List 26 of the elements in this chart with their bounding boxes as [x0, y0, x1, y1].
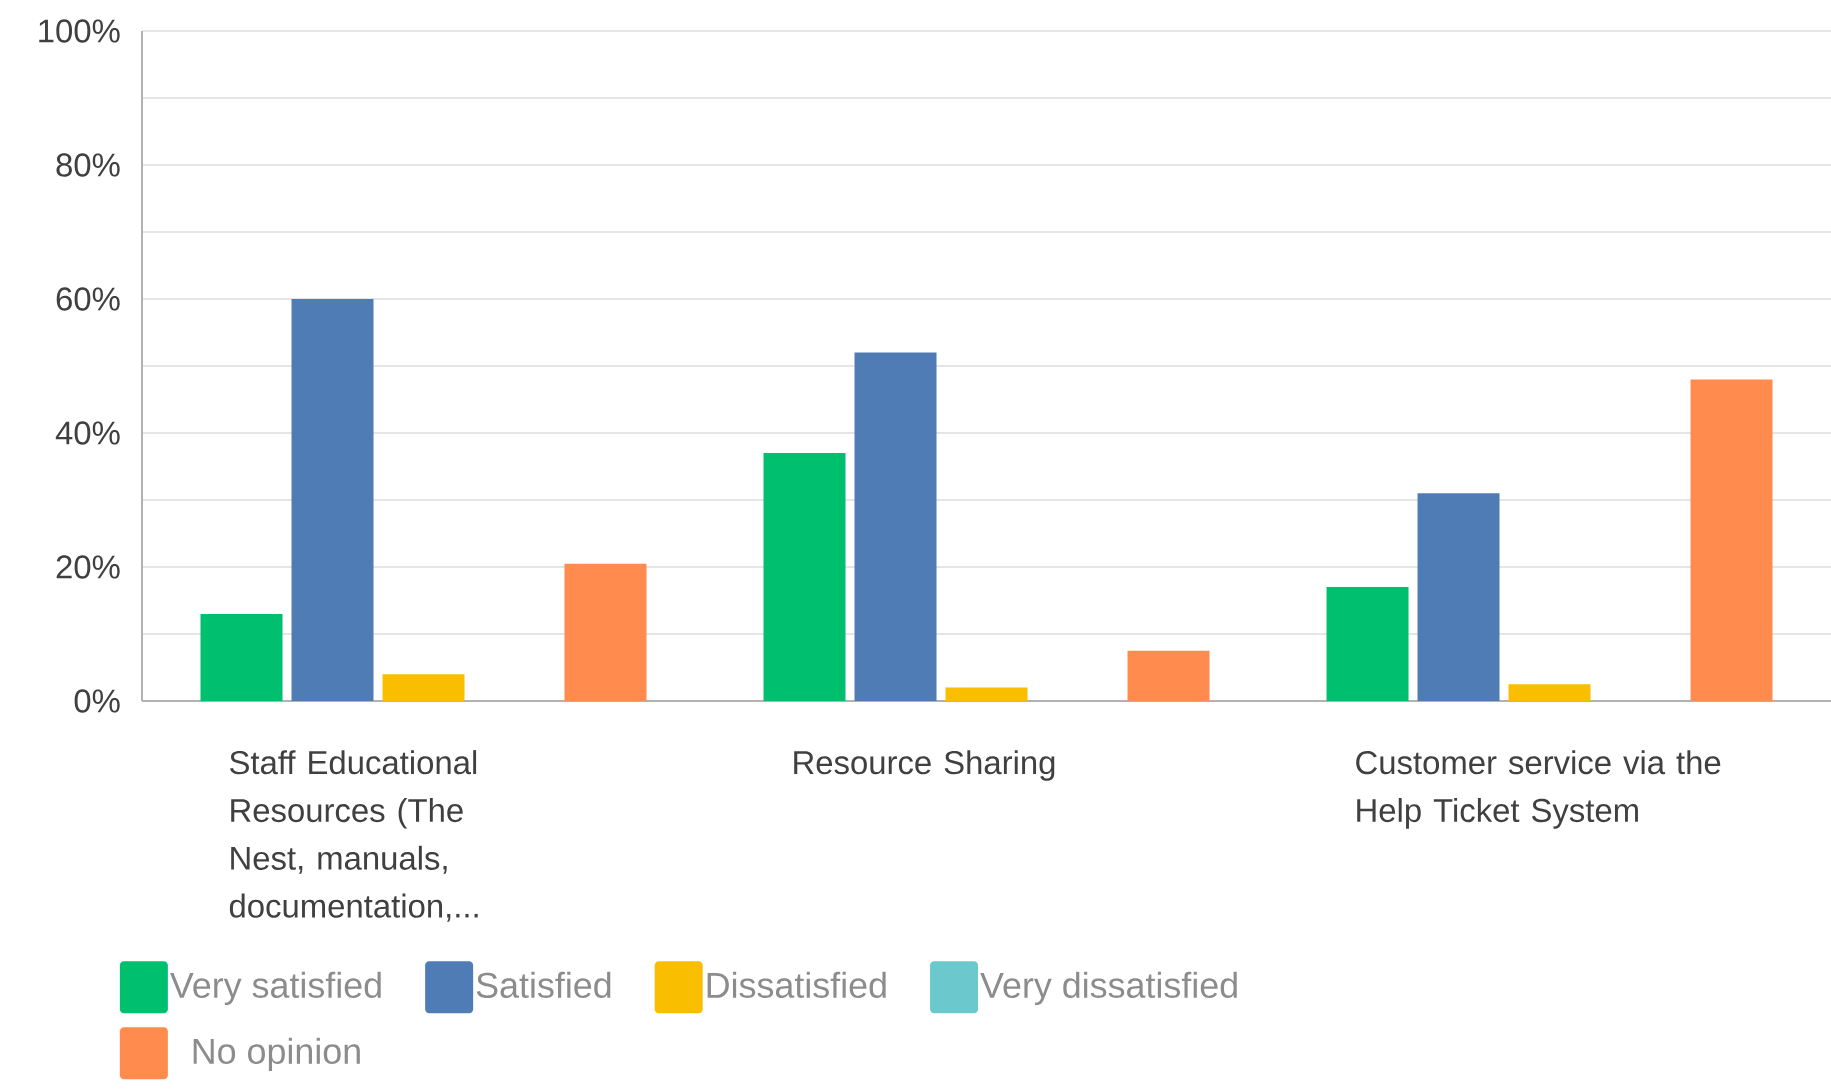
- y-tick-label: 0%: [74, 689, 120, 713]
- y-tick-label: 100%: [39, 19, 120, 43]
- y-tick-label: 40%: [55, 421, 120, 445]
- legend-label: Very dissatisfied: [980, 971, 1237, 1006]
- bar: [854, 352, 937, 701]
- y-tick-label: 20%: [56, 555, 120, 579]
- legend-label: Satisfied: [476, 971, 611, 999]
- bar: [291, 298, 374, 701]
- x-tick-label: Resource Sharing: [794, 750, 1055, 781]
- bar: [945, 687, 1028, 701]
- bar: [382, 674, 465, 701]
- bar: [1690, 379, 1773, 701]
- legend-label: Dissatisfied: [707, 971, 886, 999]
- legend-label: No opinion: [193, 1037, 360, 1072]
- bar: [1508, 684, 1591, 701]
- bar: [200, 613, 283, 701]
- y-tick-label: 60%: [56, 287, 120, 311]
- bar: [564, 563, 647, 701]
- bar: [1127, 650, 1210, 701]
- bar: [1326, 587, 1409, 701]
- bar: [763, 453, 846, 701]
- legend-label: Very satisfied: [170, 971, 381, 1006]
- x-tick-label: Staff Educational Resources (The Nest, manuals, documentation,...: [229, 750, 478, 922]
- x-tick-label: Customer service via the Help Ticket System: [1356, 750, 1721, 829]
- y-tick-label: 80%: [56, 153, 120, 177]
- bar: [1417, 493, 1500, 701]
